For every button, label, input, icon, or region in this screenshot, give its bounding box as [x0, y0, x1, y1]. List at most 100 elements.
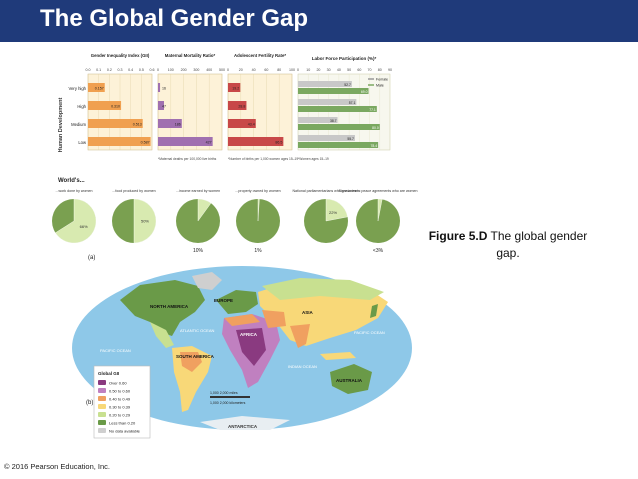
legend-swatch: [98, 396, 106, 401]
pie-label: National parliamentarians who are women: [292, 189, 359, 193]
tick-label: 200: [181, 68, 187, 72]
chart-title: Adolescent Fertility Rate*: [234, 53, 286, 58]
bar: [228, 119, 256, 128]
labor-tick-label: 60: [357, 68, 361, 72]
legend-swatch: [98, 388, 106, 393]
caption-text: The global gender gap.: [487, 229, 588, 261]
bar-charts: Gender Inequality Index (GII) 0.0 0.1 0.2 0.…: [86, 53, 299, 161]
pie: National parliamentarians who are women 2…: [292, 189, 360, 243]
row-labels: Very high High Medium Low: [69, 86, 87, 145]
pie-slice: [133, 198, 157, 244]
bar: [88, 101, 122, 110]
legend-swatch: [98, 428, 106, 433]
label-asia: ASIA: [302, 310, 314, 315]
title-bar: [0, 0, 638, 42]
map-legend: Global GII Over 0.60 0.50 to 0.60 0.40 to …: [93, 365, 151, 439]
label-australia: AUSTRALIA: [336, 378, 363, 383]
pie: ...income earned by women 10%: [176, 189, 220, 254]
chart-title: Maternal Mortality Ratio*: [165, 53, 216, 58]
pie-slice: [257, 198, 260, 222]
label-indian: INDIAN OCEAN: [288, 364, 317, 369]
legend-item-label: 0.20 to 0.29: [109, 412, 131, 417]
label-south-america: SOUTH AMERICA: [176, 354, 215, 359]
bar-value-label: 0.513: [133, 123, 142, 127]
tick-label: 0.6: [150, 68, 155, 72]
legend-female-label: Female: [376, 78, 388, 82]
female-value-label: 52.7: [344, 83, 351, 87]
tick-label: 0.4: [128, 68, 133, 72]
tick-label: 80: [277, 68, 281, 72]
label-pacific-left: PACIFIC OCEAN: [100, 348, 131, 353]
bar-value-label: 86.5: [275, 141, 282, 145]
bar-value-label: 0.587: [141, 141, 150, 145]
labor-tick-label: 20: [316, 68, 320, 72]
label-africa: AFRICA: [240, 332, 258, 337]
indonesia-shape: [320, 352, 356, 360]
bar-chart: Adolescent Fertility Rate* 0 20 40 60 80 100 19…: [227, 53, 298, 161]
bar-value-label: 16: [162, 87, 166, 91]
south-america-inner: [180, 352, 202, 372]
human-development-title: Human Development: [58, 97, 64, 152]
bar: [88, 137, 151, 146]
row-label: Medium: [71, 122, 86, 127]
pie: ...work done by women 66%: [52, 189, 97, 244]
male-value-label: 78.4: [371, 144, 378, 148]
bar-value-label: 28.8: [238, 105, 245, 109]
legend-item-label: No data available: [109, 428, 141, 433]
labor-tick-label: 50: [347, 68, 351, 72]
tick-label: 0.2: [107, 68, 112, 72]
row-label: Low: [78, 140, 87, 145]
labor-tick-label: 80: [378, 68, 382, 72]
tick-label: 0.0: [86, 68, 91, 72]
tick-label: 300: [193, 68, 199, 72]
australia-shape: [330, 364, 372, 394]
middle-east-shape: [262, 310, 286, 328]
bar: [228, 83, 241, 92]
pie-value: 10%: [193, 248, 204, 254]
panel-b-label: (b): [86, 400, 93, 406]
legend-swatch: [98, 380, 106, 385]
legend-male-label: Male: [376, 84, 384, 88]
labor-tick-label: 10: [306, 68, 310, 72]
bar-chart: Maternal Mortality Ratio* 0 100 200 300 400 50…: [157, 53, 225, 161]
bar-value-label: 43.4: [248, 123, 255, 127]
pie-label: ...property owned by women: [235, 189, 280, 193]
north-america-shape: [120, 280, 205, 336]
legend-swatch: [98, 404, 106, 409]
row-label: Very high: [69, 86, 87, 91]
tick-label: 40: [252, 68, 256, 72]
figure-caption: Figure 5.D The global gender gap.: [428, 228, 588, 263]
copyright: © 2016 Pearson Education, Inc.: [4, 462, 111, 471]
label-atlantic: ATLANTIC OCEAN: [180, 328, 214, 333]
labor-force-chart: Labor Force Participation (%)* 0 10 20 30 40 5…: [297, 56, 392, 161]
female-value-label: 38.7: [330, 119, 337, 123]
labor-tick-label: 30: [327, 68, 331, 72]
tick-label: 0.5: [139, 68, 144, 72]
bar: [158, 101, 165, 110]
bar: [228, 137, 284, 146]
bar: [158, 119, 182, 128]
male-value-label: 77.1: [369, 108, 376, 112]
labor-tick-label: 40: [337, 68, 341, 72]
row-label: High: [77, 104, 86, 109]
labor-tick-label: 0: [297, 68, 299, 72]
tick-label: 0.3: [118, 68, 123, 72]
male-bar: [298, 142, 379, 148]
legend-swatch: [98, 420, 106, 425]
tick-label: 100: [168, 68, 174, 72]
legend-item-label: 0.50 to 0.60: [109, 388, 131, 393]
tick-label: 0: [227, 68, 229, 72]
male-value-label: 80.0: [372, 126, 379, 130]
pie-label: ...work done by women: [56, 189, 93, 193]
japan-shape: [370, 304, 378, 318]
bar-value-label: 19.2: [232, 87, 239, 91]
bar-value-label: 0.157: [95, 87, 104, 91]
caption-figure-number: Figure 5.D: [428, 229, 488, 243]
mexico-shape: [150, 322, 174, 348]
panel-a-label: (a): [88, 255, 95, 261]
label-north-america: NORTH AMERICA: [150, 304, 189, 309]
legend-items: Over 0.60 0.50 to 0.60 0.40 to 0.49 0.30 to…: [98, 380, 141, 433]
bar: [158, 137, 213, 146]
world-pies: ...work done by women 66% ...food produced…: [52, 189, 418, 254]
